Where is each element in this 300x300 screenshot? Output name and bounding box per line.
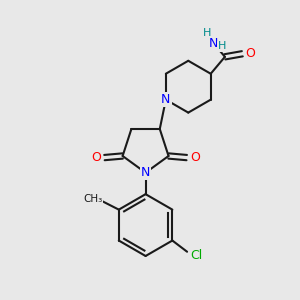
Text: O: O xyxy=(190,151,200,164)
Text: N: N xyxy=(141,166,150,179)
Text: Cl: Cl xyxy=(190,249,202,262)
Text: H: H xyxy=(218,41,226,51)
Text: O: O xyxy=(91,151,101,164)
Text: N: N xyxy=(161,93,170,106)
Text: O: O xyxy=(246,47,256,60)
Text: CH₃: CH₃ xyxy=(83,194,103,204)
Text: N: N xyxy=(209,37,218,50)
Text: H: H xyxy=(203,28,211,38)
